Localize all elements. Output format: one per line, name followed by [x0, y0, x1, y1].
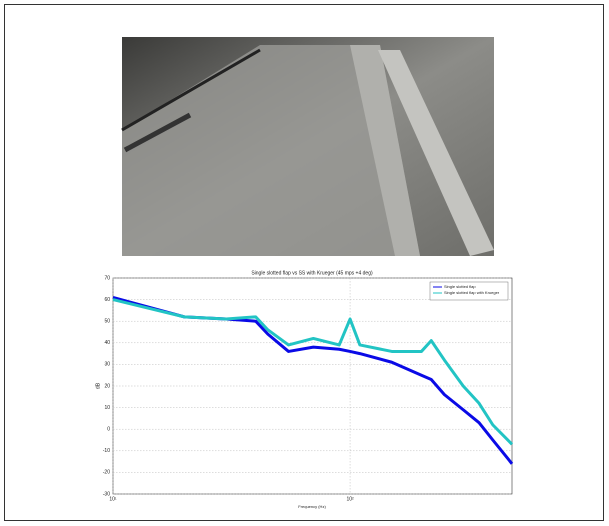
y-tick-label: 20 [104, 383, 110, 389]
y-tick-label: -20 [103, 470, 110, 476]
y-tick-label: -10 [103, 448, 110, 454]
legend-label: Single slotted flap with Krueger [444, 290, 500, 295]
x-axis-label: Frequency (Hz) [298, 504, 326, 509]
legend-label: Single slotted flap [444, 284, 476, 289]
y-tick-label: 40 [104, 340, 110, 346]
y-tick-label: 70 [104, 275, 110, 281]
y-tick-label: 50 [104, 319, 110, 325]
y-axis-label: dB [95, 382, 101, 389]
page: Single slotted flap vs SS with Krueger (… [0, 0, 609, 526]
x-tick-label: 10¹ [109, 496, 117, 502]
y-tick-label: 10 [104, 405, 110, 411]
y-tick-label: 0 [107, 427, 110, 433]
chart-title: Single slotted flap vs SS with Krueger (… [251, 270, 373, 276]
y-tick-label: 60 [104, 297, 110, 303]
photo [122, 37, 494, 256]
x-tick-label: 10² [346, 496, 354, 502]
y-tick-label: 30 [104, 362, 110, 368]
